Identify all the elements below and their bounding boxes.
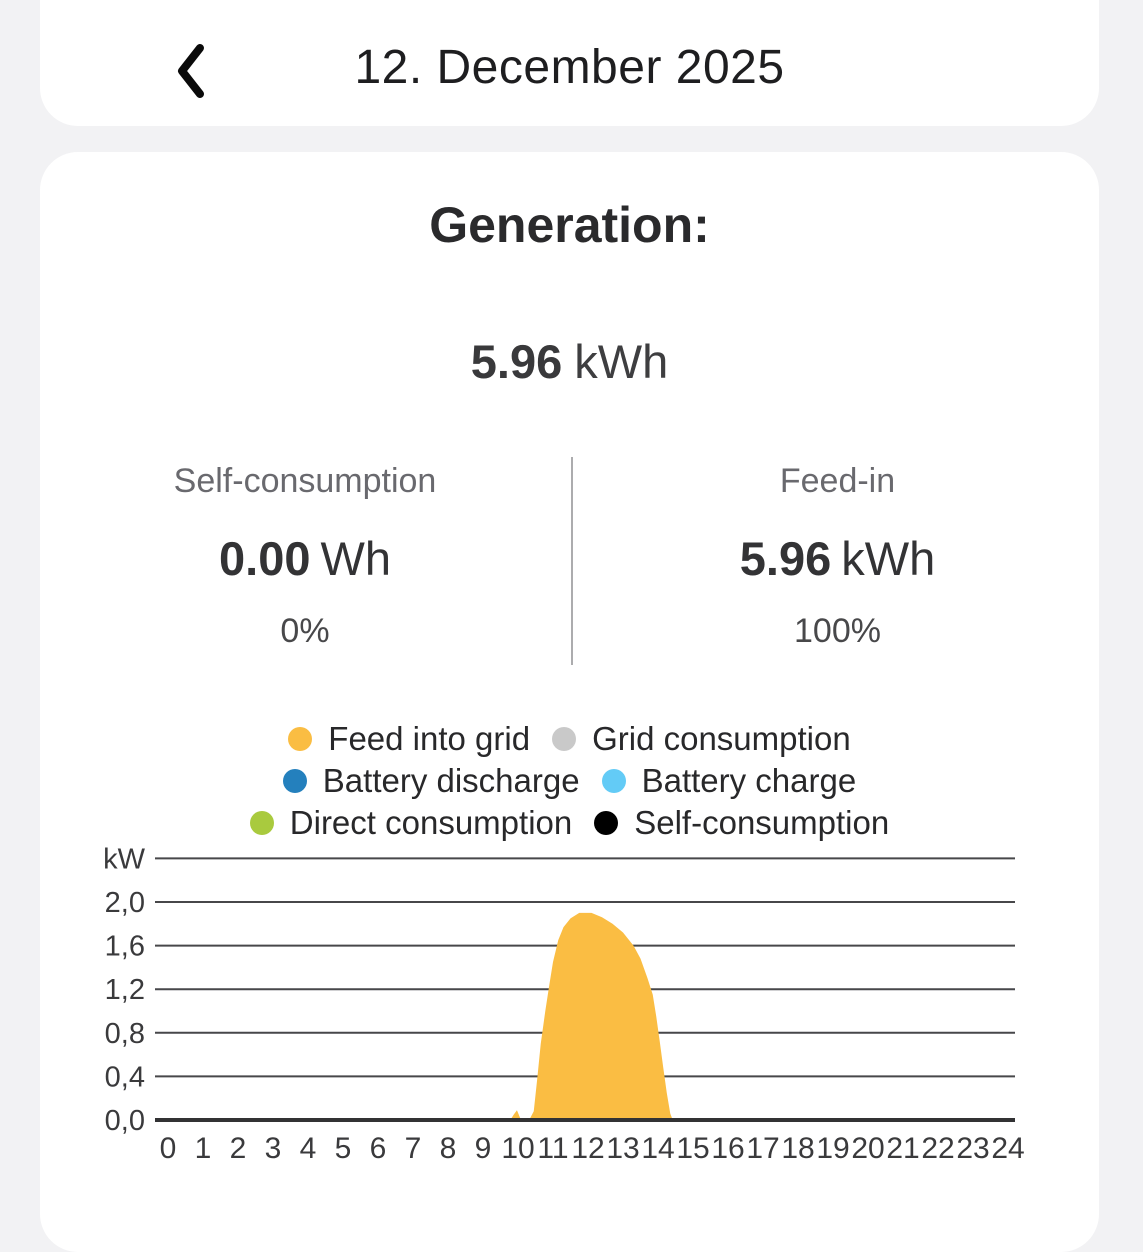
legend-label: Feed into grid — [328, 720, 531, 757]
generation-total-value: 5.96 — [470, 335, 563, 388]
self-consumption-column: Self-consumption 0.00 Wh 0% — [40, 448, 570, 678]
legend-label: Battery discharge — [322, 762, 580, 799]
self-consumption-value: 0.00 Wh — [219, 531, 391, 586]
x-tick-label: 6 — [370, 1132, 387, 1165]
y-tick-label: 0,0 — [105, 1105, 145, 1137]
stats-row: Self-consumption 0.00 Wh 0% Feed-in 5.96 k… — [40, 448, 1099, 678]
self-consumption-unit: Wh — [320, 532, 391, 585]
x-tick-label: 2 — [230, 1132, 247, 1165]
feed-in-value: 5.96 kWh — [740, 531, 935, 586]
x-tick-label: 0 — [160, 1132, 177, 1165]
x-tick-label: 16 — [711, 1132, 744, 1165]
y-axis-unit-label: kW — [103, 843, 146, 875]
x-tick-label: 21 — [886, 1132, 919, 1165]
grid-consumption-dot-icon — [552, 727, 577, 751]
feed-in-label: Feed-in — [779, 462, 896, 500]
x-tick-label: 5 — [335, 1132, 352, 1165]
x-tick-label: 13 — [606, 1132, 639, 1165]
x-tick-label: 8 — [440, 1132, 457, 1165]
generation-total-unit: kWh — [574, 335, 669, 388]
x-tick-label: 24 — [991, 1132, 1024, 1165]
legend-label: Grid consumption — [592, 720, 851, 757]
x-tick-label: 9 — [475, 1132, 492, 1165]
x-tick-label: 15 — [676, 1132, 709, 1165]
y-tick-label: 0,8 — [105, 1018, 145, 1050]
legend-row: Battery discharge Battery charge — [272, 760, 867, 802]
chart-legend: Feed into grid Grid consumption Battery … — [40, 718, 1099, 844]
x-tick-label: 10 — [501, 1132, 534, 1165]
legend-item-direct-consumption: Direct consumption — [249, 804, 573, 842]
legend-row: Feed into grid Grid consumption — [277, 718, 861, 760]
legend-row: Direct consumption Self-consumption — [239, 802, 900, 844]
y-tick-label: 1,6 — [105, 931, 145, 963]
generation-card: Generation: 5.96 kWh Self-consumption 0.0… — [40, 152, 1099, 1252]
feed-in-unit: kWh — [841, 532, 936, 585]
feed-in-column: Feed-in 5.96 kWh 100% — [576, 448, 1099, 678]
feed-into-grid-dot-icon — [288, 727, 313, 751]
x-tick-label: 17 — [746, 1132, 779, 1165]
header-card: 12. December 2025 — [40, 0, 1099, 126]
x-tick-label: 18 — [781, 1132, 814, 1165]
legend-item-grid-consumption: Grid consumption — [552, 720, 851, 758]
x-tick-label: 1 — [195, 1132, 212, 1165]
battery-discharge-dot-icon — [282, 769, 307, 793]
chevron-left-icon — [173, 41, 207, 104]
legend-label: Self-consumption — [634, 804, 890, 841]
feed-into-grid-area — [168, 912, 1008, 1120]
x-tick-label: 7 — [405, 1132, 422, 1165]
self-consumption-number: 0.00 — [219, 532, 311, 585]
self-consumption-dot-icon — [594, 811, 619, 835]
x-tick-label: 4 — [300, 1132, 317, 1165]
legend-label: Direct consumption — [289, 804, 573, 841]
feed-in-number: 5.96 — [739, 532, 832, 585]
page: { "header": { "title": "12. December 202… — [40, 0, 1099, 1252]
self-consumption-label: Self-consumption — [173, 462, 437, 500]
generation-chart: kW2,01,61,20,80,40,00 1 2 3 4 5 6 7 8 9 10 11 12 13 14… — [103, 843, 1025, 1165]
y-tick-label: 2,0 — [105, 887, 145, 919]
self-consumption-percent: 0% — [280, 612, 330, 650]
y-tick-label: 0,4 — [105, 1061, 145, 1093]
date-title: 12. December 2025 — [354, 41, 785, 94]
x-tick-label: 11 — [537, 1132, 568, 1165]
x-tick-label: 3 — [265, 1132, 282, 1165]
battery-charge-dot-icon — [601, 769, 626, 793]
legend-item-battery-charge: Battery charge — [601, 762, 857, 800]
x-tick-label: 23 — [956, 1132, 989, 1165]
generation-heading: Generation: — [429, 197, 710, 253]
y-tick-label: 1,2 — [105, 974, 145, 1006]
direct-consumption-dot-icon — [249, 811, 274, 835]
generation-total: 5.96 kWh — [40, 334, 1099, 389]
x-tick-label: 12 — [571, 1132, 604, 1165]
legend-item-battery-discharge: Battery discharge — [282, 762, 580, 800]
back-button[interactable] — [152, 34, 228, 110]
x-tick-label: 20 — [851, 1132, 884, 1165]
x-tick-label: 14 — [641, 1132, 674, 1165]
x-tick-label: 19 — [816, 1132, 849, 1165]
legend-item-self-consumption: Self-consumption — [594, 804, 889, 842]
legend-item-feed-into-grid: Feed into grid — [288, 720, 530, 758]
legend-label: Battery charge — [641, 762, 857, 799]
feed-in-percent: 100% — [794, 612, 881, 650]
x-tick-label: 22 — [921, 1132, 954, 1165]
stats-divider — [571, 457, 573, 665]
